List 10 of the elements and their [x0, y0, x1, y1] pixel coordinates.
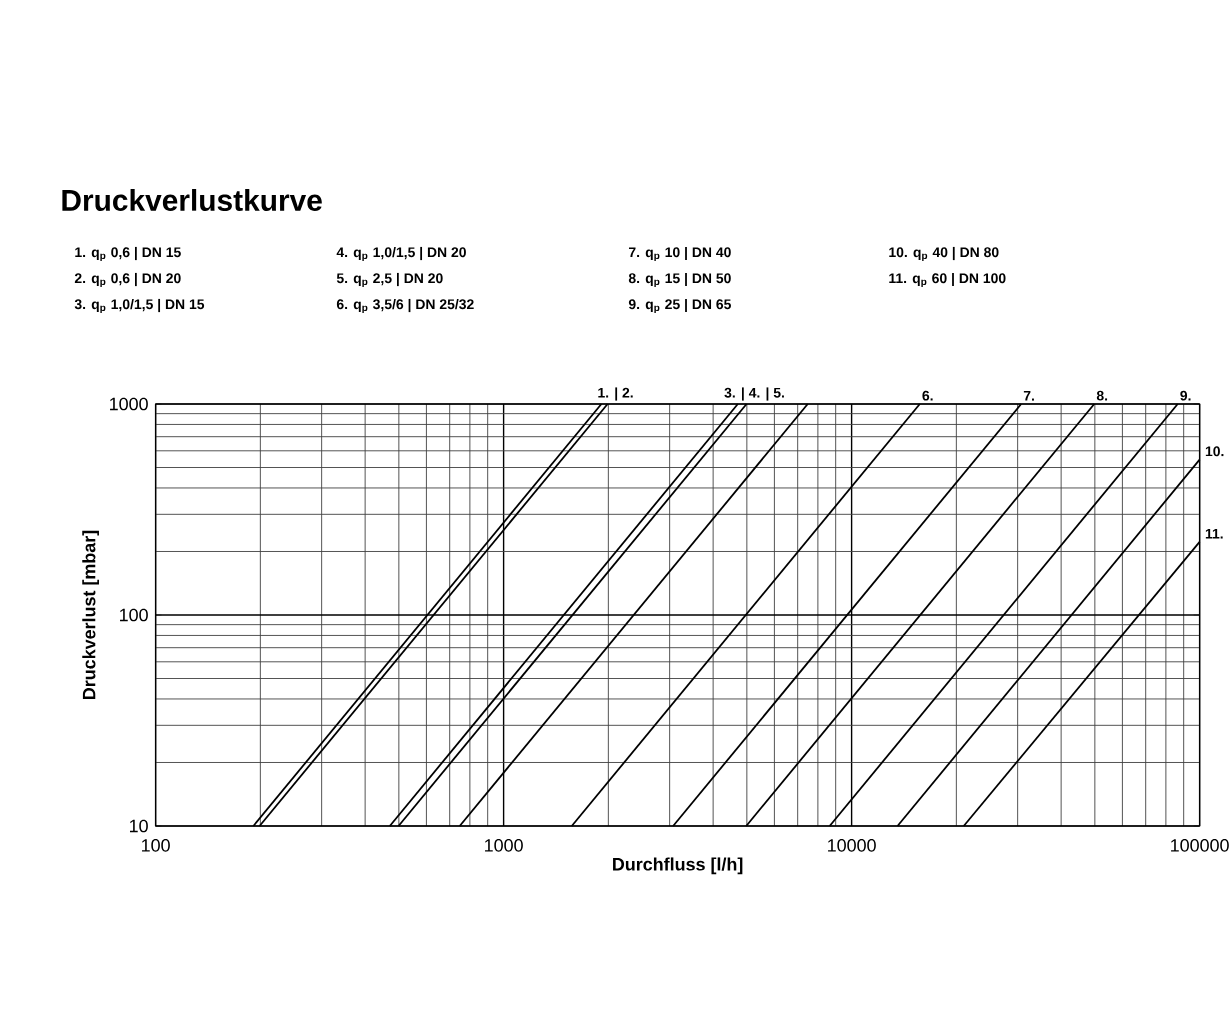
- x-tick-label: 10000: [828, 839, 876, 852]
- chart-title: Druckverlustkurve: [62, 189, 322, 211]
- y-tick-label: 10: [130, 819, 148, 833]
- x-tick-label: 100: [142, 839, 170, 852]
- y-tick-label: 100: [120, 608, 148, 622]
- y-axis-title: Druckverlust [mbar]: [82, 530, 99, 700]
- x-axis-title: Durchfluss [l/h]: [613, 857, 743, 875]
- x-tick-label: 100000: [1171, 839, 1229, 852]
- x-tick-label: 1000: [485, 839, 523, 852]
- y-tick-label: 1000: [110, 397, 148, 411]
